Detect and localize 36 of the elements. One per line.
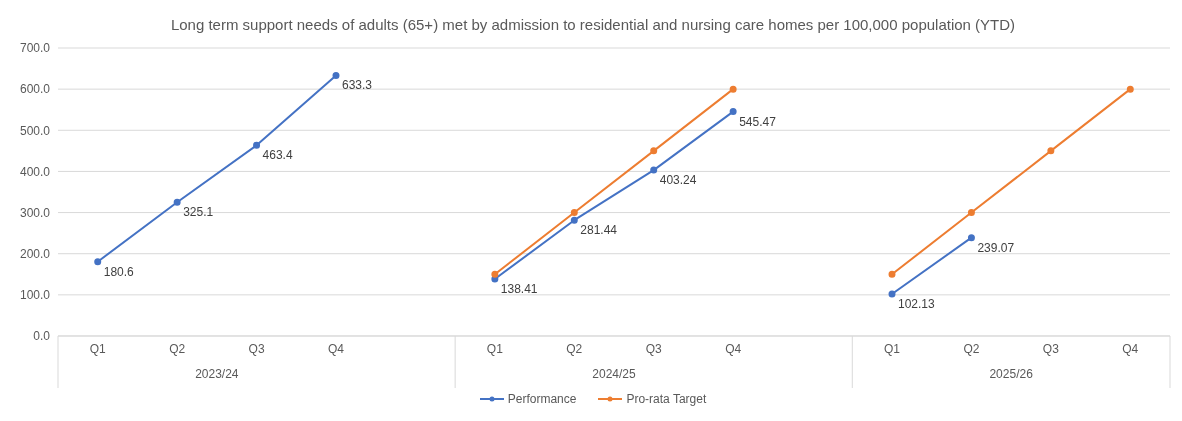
data-label: 180.6 (103, 264, 135, 279)
y-tick-label: 600.0 (19, 82, 51, 97)
data-label: 403.24 (659, 173, 697, 188)
x-tick-label: Q2 (169, 341, 186, 356)
y-tick-label: 300.0 (19, 205, 51, 220)
data-label: 633.3 (342, 78, 373, 93)
legend-label: Performance (507, 392, 577, 406)
data-label: 281.44 (580, 223, 618, 238)
text: 2024/25 (592, 367, 637, 381)
y-tick-label: 0.0 (33, 329, 51, 344)
x-tick-label: Q1 (883, 341, 901, 356)
text: 2025/26 (989, 367, 1034, 381)
data-label: 463.4 (262, 148, 293, 163)
data-label: 239.07 (977, 240, 1015, 255)
x-tick-label: Q3 (1042, 341, 1060, 356)
y-tick-label: 500.0 (19, 123, 51, 138)
x-tick-label: Q4 (1122, 341, 1139, 356)
legend-label: Pro-rata Target (626, 392, 707, 406)
text: 2023/24 (195, 367, 239, 381)
x-tick-label: Q2 (566, 341, 583, 356)
x-tick-label: Q4 (327, 341, 345, 356)
x-tick-label: Q2 (963, 341, 980, 356)
y-tick-label: 200.0 (19, 246, 51, 261)
x-tick-label: Q1 (89, 341, 107, 356)
x-tick-label: Q3 (248, 341, 265, 356)
y-tick-label: 700.0 (19, 41, 51, 56)
data-label: 102.13 (898, 296, 936, 311)
x-tick-label: Q4 (725, 341, 742, 356)
data-label: 325.1 (183, 205, 214, 220)
chart-title: Long term support needs of adults (65+) met by admission to residential and nursing care homes per 100,000 population (YTD) (169, 16, 1017, 33)
data-label: 138.41 (500, 282, 538, 297)
x-tick-label: Q1 (486, 341, 504, 356)
y-tick-label: 100.0 (19, 288, 51, 303)
data-label: 545.47 (739, 114, 777, 129)
y-tick-label: 400.0 (19, 164, 51, 179)
x-tick-label: Q3 (645, 341, 663, 356)
